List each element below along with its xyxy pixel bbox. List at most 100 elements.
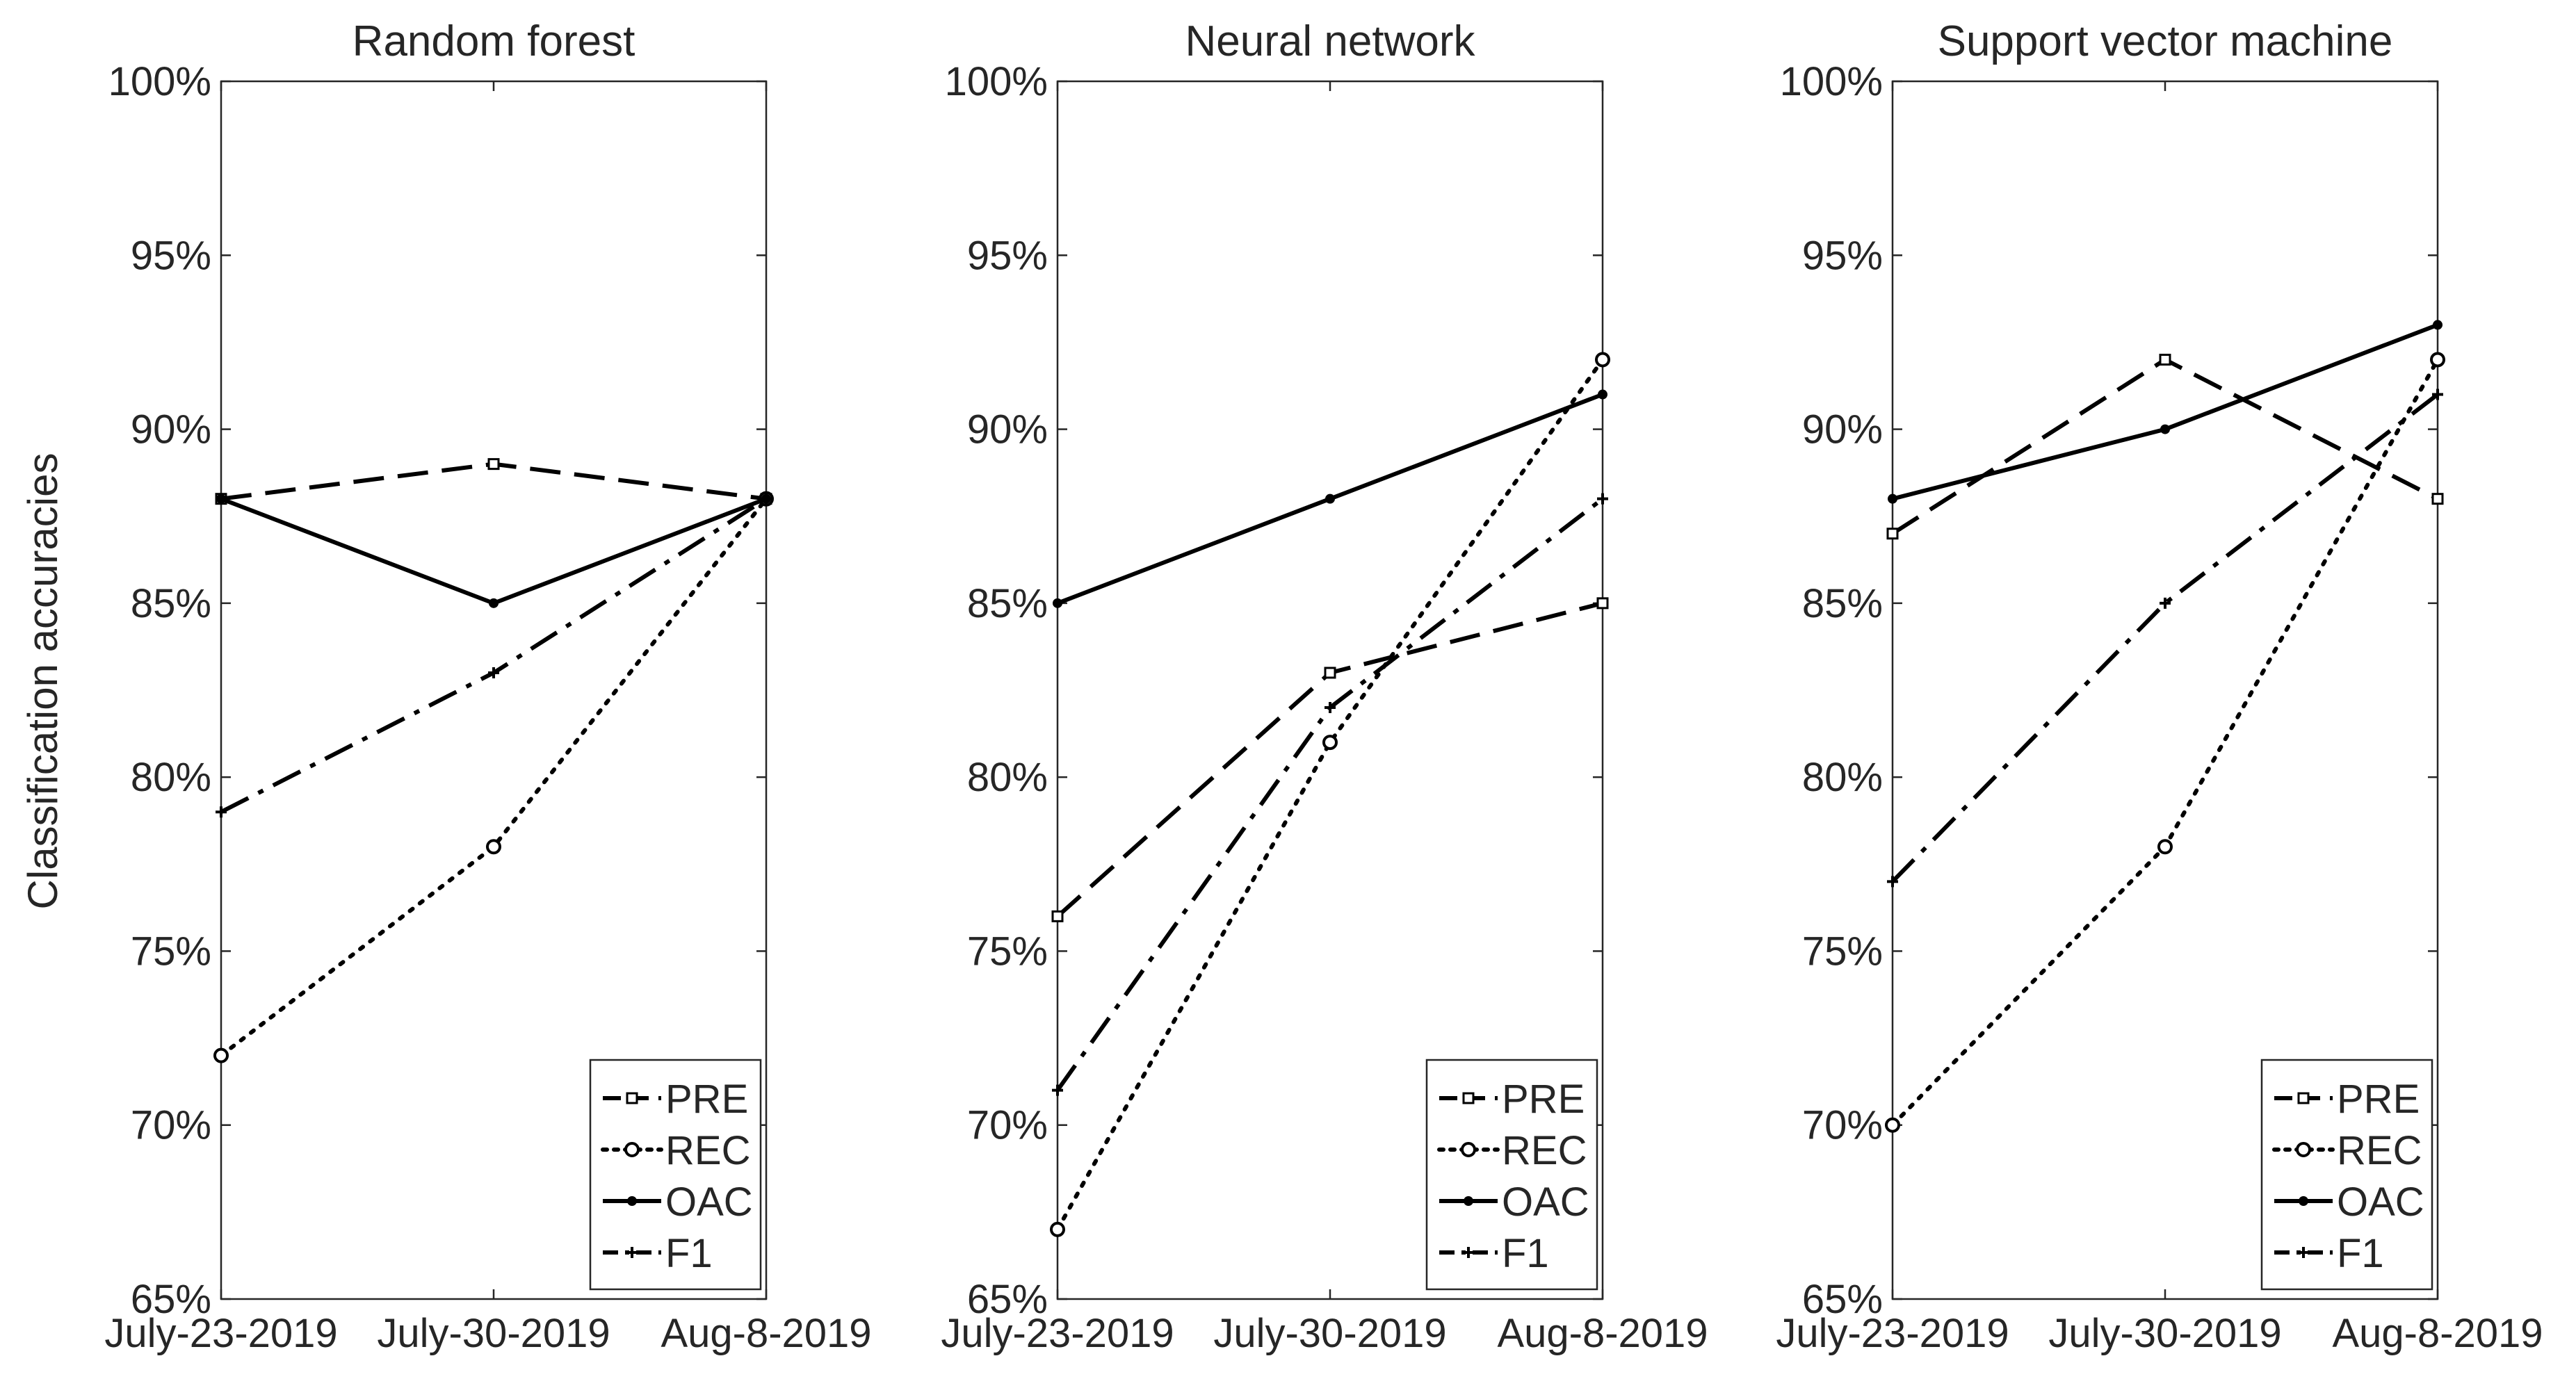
series-rec (1050, 352, 1610, 1237)
legend-marker-rec (624, 1142, 640, 1157)
y-axis-label: Classification accuracies (19, 453, 66, 910)
legend-marker-rec (2296, 1142, 2311, 1157)
x-tick-label: Aug-8-2019 (661, 1311, 871, 1356)
data-point-oac (1053, 598, 1062, 608)
series-f1 (1887, 389, 2443, 888)
x-tick-label: July-23-2019 (1776, 1311, 2009, 1356)
y-tick-label: 90% (131, 407, 211, 452)
y-tick-label: 75% (131, 929, 211, 974)
data-point-pre (1596, 597, 1609, 610)
y-tick-label: 75% (1802, 929, 1883, 974)
legend-label: REC (2337, 1128, 2422, 1173)
legend-entry-f1: F1 (603, 1231, 713, 1276)
y-tick-label: 70% (131, 1103, 211, 1148)
data-point-rec (2157, 839, 2173, 855)
data-point-f1 (761, 493, 772, 505)
data-point-oac (1325, 493, 1335, 504)
legend-marker-oac (2299, 1196, 2308, 1206)
legend-label: REC (1502, 1128, 1587, 1173)
legend-label: PRE (665, 1077, 748, 1122)
panel-support-vector-machine: Support vector machine 65% 70% 75% 80% 85% 90%… (1776, 17, 2543, 1356)
legend-marker-oac (627, 1196, 637, 1206)
legend-entry-oac: OAC (603, 1179, 753, 1225)
data-point-rec (2430, 352, 2445, 368)
x-tick-label: July-30-2019 (1213, 1311, 1446, 1356)
y-tick-label: 100% (108, 59, 211, 104)
y-tick-label: 70% (1802, 1103, 1883, 1148)
chart-title: Neural network (1185, 17, 1476, 65)
y-tick-label: 95% (967, 233, 1048, 278)
y-tick-label: 80% (1802, 755, 1883, 800)
legend-label: PRE (1502, 1077, 1585, 1122)
y-tick-label: 95% (1802, 233, 1883, 278)
legend-marker-pre (626, 1092, 638, 1104)
data-point-oac (1598, 389, 1607, 400)
series-line-rec (1055, 357, 1605, 1232)
y-tick-label: 85% (131, 581, 211, 626)
panel-random-forest: Random forest 65% 70% 75% 80% 85% 90% 95% 100% Ju… (104, 17, 871, 1356)
y-tick-label: 80% (967, 755, 1048, 800)
data-point-rec (486, 839, 501, 855)
legend-label: F1 (2337, 1231, 2384, 1276)
data-point-f1 (216, 806, 227, 818)
legend-entry-rec: REC (1437, 1128, 1587, 1173)
legend-entry-rec: REC (2272, 1128, 2422, 1173)
legend-label: PRE (2337, 1077, 2420, 1122)
series-rec (1885, 352, 2445, 1133)
y-tick-label: 70% (967, 1103, 1048, 1148)
series-line-f1 (1890, 393, 2439, 883)
x-tick-label: July-30-2019 (2048, 1311, 2281, 1356)
y-tick-label: 85% (1802, 581, 1883, 626)
data-point-oac (2433, 320, 2443, 330)
chart-panels: Random forest 65% 70% 75% 80% 85% 90% 95% 100% Ju… (104, 17, 2543, 1356)
data-point-pre (1324, 667, 1336, 679)
data-point-f1 (1325, 702, 1336, 714)
data-point-rec (1595, 352, 1610, 368)
legend-entry-rec: REC (601, 1128, 750, 1173)
data-point-pre (2431, 493, 2444, 505)
data-point-f1 (488, 667, 499, 678)
data-point-rec (1322, 735, 1338, 751)
y-tick-label: 65% (967, 1277, 1048, 1322)
legend-entry-pre: PRE (603, 1077, 748, 1122)
x-tick-label: July-23-2019 (104, 1311, 337, 1356)
y-tick-label: 75% (967, 929, 1048, 974)
series-f1 (216, 493, 772, 818)
series-pre (1051, 597, 1609, 922)
legend-entry-oac: OAC (1439, 1179, 1589, 1225)
series-f1 (1052, 493, 1608, 1096)
series-oac (1888, 320, 2443, 504)
legend-entry-oac: OAC (2274, 1179, 2424, 1225)
legend-marker-oac (1464, 1196, 1473, 1206)
y-tick-label: 95% (131, 233, 211, 278)
y-tick-label: 65% (1802, 1277, 1883, 1322)
legend: PRE REC OAC F1 (1425, 1059, 1598, 1291)
legend-entry-f1: F1 (1439, 1231, 1549, 1276)
legend-marker-rec (1461, 1142, 1476, 1157)
legend-marker-pre (2297, 1092, 2310, 1104)
data-point-f1 (1052, 1084, 1063, 1096)
legend-label: OAC (1502, 1179, 1589, 1225)
legend-label: F1 (1502, 1231, 1549, 1276)
data-point-rec (1050, 1221, 1065, 1237)
legend-marker-f1 (626, 1247, 638, 1258)
y-tick-label: 90% (967, 407, 1048, 452)
legend-marker-f1 (1463, 1247, 1474, 1258)
chart-title: Support vector machine (1938, 17, 2393, 65)
legend: PRE REC OAC F1 (589, 1059, 762, 1291)
y-tick-label: 85% (967, 581, 1048, 626)
chart-title: Random forest (353, 17, 635, 65)
panel-neural-network: Neural network 65% 70% 75% 80% 85% 90% 95% 100% J… (941, 17, 1708, 1356)
data-point-f1 (2160, 597, 2171, 609)
y-tick-label: 90% (1802, 407, 1883, 452)
data-point-rec (1885, 1117, 1900, 1133)
x-tick-label: July-23-2019 (941, 1311, 1174, 1356)
legend-label: F1 (665, 1231, 713, 1276)
series-oac (1053, 389, 1607, 608)
data-point-pre (1886, 528, 1899, 540)
legend-entry-f1: F1 (2274, 1231, 2384, 1276)
data-point-oac (1888, 493, 1897, 504)
y-tick-label: 65% (131, 1277, 211, 1322)
